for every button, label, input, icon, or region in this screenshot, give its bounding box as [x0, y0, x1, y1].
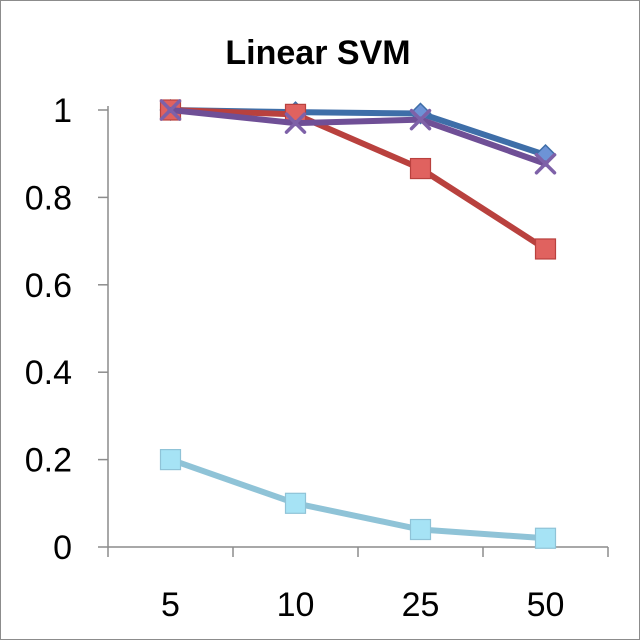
series-2-point: [534, 238, 557, 260]
series-4-point: [534, 527, 557, 549]
y-tick-label: 0.2: [25, 442, 72, 480]
series-4-point: [284, 492, 307, 514]
series-4-point: [409, 518, 432, 541]
y-tick-label: 0.4: [25, 354, 72, 392]
y-tick-label: 0.6: [25, 267, 72, 305]
y-tick-label: 0: [53, 529, 72, 567]
series-2-line: [167, 107, 549, 252]
series-layer: [159, 98, 557, 549]
series-4-line: [167, 456, 549, 542]
x-tick-label: 50: [527, 586, 565, 624]
series-4-point: [159, 449, 182, 471]
series-3-line: [167, 107, 549, 167]
y-tick-label: 0.8: [25, 179, 72, 217]
series-2-point: [409, 157, 432, 180]
axes: 0 0.2 0.4 0.6 0.8 1 5 10 25 50: [25, 92, 609, 624]
series-3-point: [159, 99, 182, 121]
series-3-point: [409, 108, 432, 131]
x-tick-label: 5: [161, 586, 180, 624]
series-3: [159, 99, 557, 175]
series-3-point: [284, 112, 307, 134]
y-tick-label: 1: [53, 92, 72, 130]
x-tick-label: 10: [277, 586, 315, 624]
chart-title: Linear SVM: [225, 34, 410, 72]
series-3-point: [534, 153, 557, 175]
x-tick-label: 25: [402, 586, 440, 624]
series-4: [159, 449, 557, 549]
